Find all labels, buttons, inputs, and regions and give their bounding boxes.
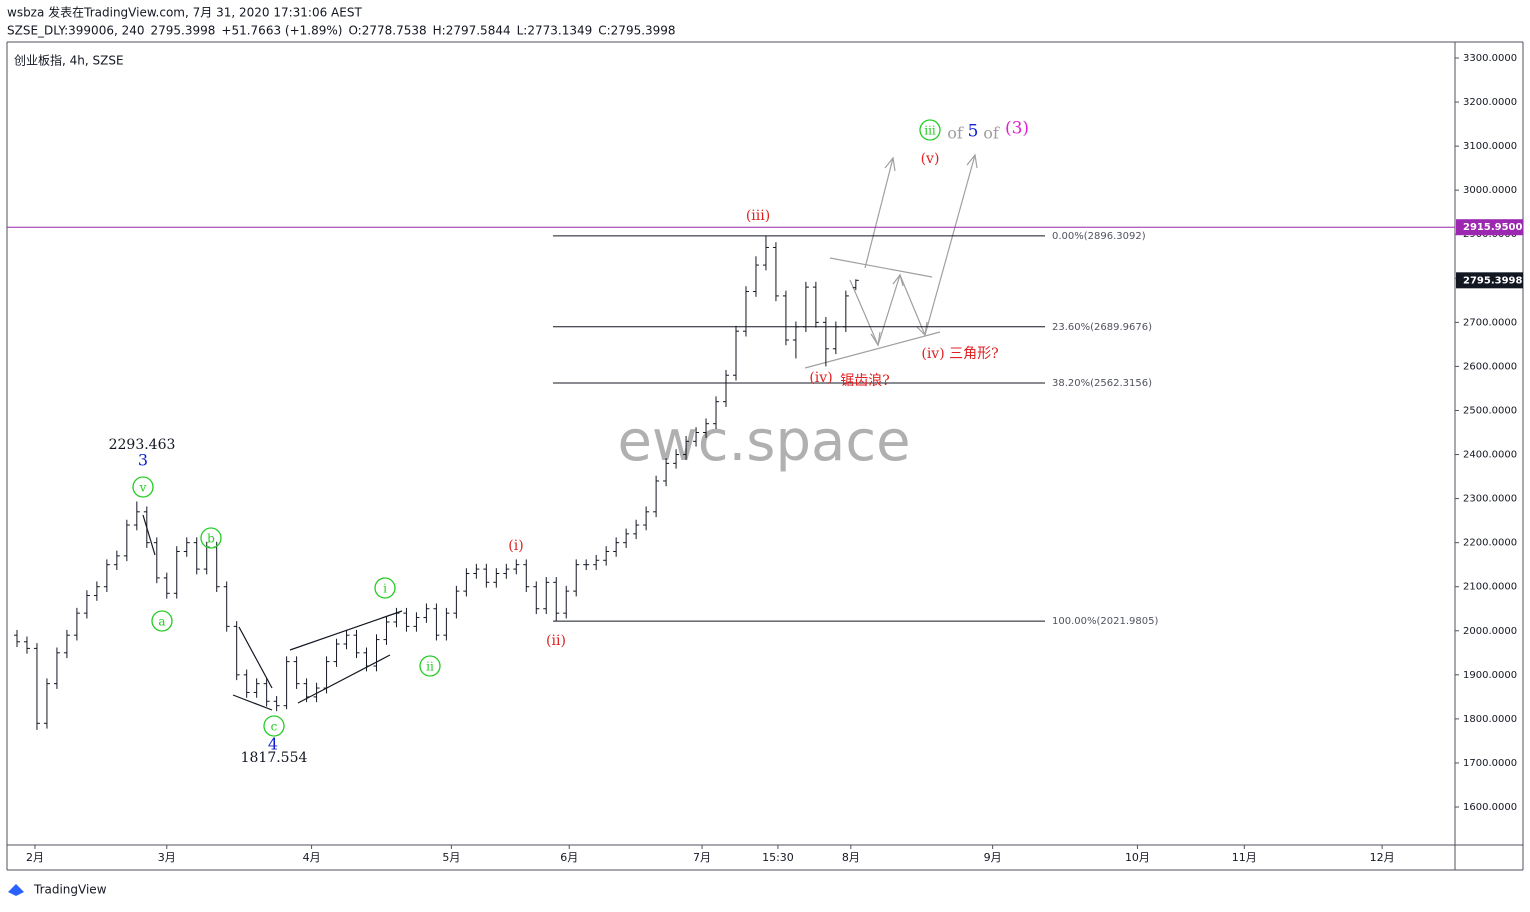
frame — [6, 41, 1524, 871]
watermark: ewc.space — [617, 409, 910, 474]
fib-label: 100.00%(2021.9805) — [1052, 616, 1158, 627]
x-tick-label: 10月 — [1125, 851, 1150, 864]
wave-label: (iii) — [746, 208, 770, 224]
y-tick-label: 2500.0000 — [1463, 405, 1517, 416]
header-item: +51.7663 (+1.89%) — [221, 24, 342, 38]
wave-label: (ii) — [546, 633, 566, 649]
wave-label: c — [271, 720, 278, 734]
x-tick-label: 7月 — [693, 851, 711, 864]
wave-label: of — [983, 124, 1000, 143]
wave-label: 锯齿浪? — [840, 373, 890, 389]
y-tick-label: 3100.0000 — [1463, 141, 1517, 152]
legend: 创业板指, 4h, SZSE — [14, 53, 124, 68]
x-tick-label: 2月 — [26, 851, 44, 864]
wave-circle — [151, 610, 173, 632]
wave-circle — [419, 655, 441, 677]
y-tick-label: 1900.0000 — [1463, 670, 1517, 681]
x-tick-label: 15:30 — [762, 851, 794, 864]
wave-label: v — [139, 481, 147, 495]
wave-label: iii — [924, 124, 936, 138]
x-tick-label: 8月 — [842, 851, 860, 864]
wave-label: 2293.463 — [109, 437, 176, 453]
price-tag-label: 2915.9500 — [1463, 222, 1523, 233]
drawings — [142, 153, 978, 711]
x-tick-label: 11月 — [1232, 851, 1257, 864]
x-tick-label: 6月 — [560, 851, 578, 864]
wave-label: (iv) — [809, 370, 832, 386]
wave-label: 5 — [968, 122, 979, 142]
y-tick-label: 2200.0000 — [1463, 538, 1517, 549]
last-price-label: 2795.3998 — [1463, 275, 1523, 286]
fib-label: 38.20%(2562.3156) — [1052, 378, 1152, 389]
last-price-tag — [1456, 272, 1523, 289]
wave-circle — [132, 476, 154, 498]
wave-label: 4 — [268, 735, 278, 754]
wave-label: ii — [426, 660, 434, 674]
wave-label: (i) — [508, 538, 523, 554]
header-item: SZSE_DLY:399006, 240 — [7, 24, 145, 38]
header-item: L: — [517, 24, 528, 38]
fib-label: 23.60%(2689.9676) — [1052, 322, 1152, 333]
wave-circle — [263, 715, 285, 737]
wave-circle — [374, 577, 396, 599]
wave-label: (iv) 三角形? — [921, 346, 998, 362]
wave-label: a — [158, 615, 165, 629]
y-tick-label: 1600.0000 — [1463, 802, 1517, 813]
wave-label: i — [383, 582, 387, 596]
wave-label: 3 — [138, 451, 148, 470]
y-tick-label: 3300.0000 — [1463, 53, 1517, 64]
header-item: 2778.7538 — [362, 24, 427, 38]
header-item: 2795.3998 — [151, 24, 216, 38]
footer: TradingView — [33, 883, 107, 897]
wave-label: (v) — [921, 151, 940, 167]
y-tick-label: 2300.0000 — [1463, 494, 1517, 505]
header-line: wsbza 发表在TradingView.com, 7月 31, 2020 17… — [7, 5, 362, 20]
y-tick-label: 2400.0000 — [1463, 450, 1517, 461]
header-item: 2773.1349 — [527, 24, 592, 38]
x-tick-label: 5月 — [442, 851, 460, 864]
wave-label: b — [207, 532, 215, 546]
y-tick-label: 1800.0000 — [1463, 714, 1517, 725]
y-tick-label: 2600.0000 — [1463, 361, 1517, 372]
x-tick-label: 3月 — [158, 851, 176, 864]
y-tick-label: 3200.0000 — [1463, 97, 1517, 108]
tv-logo — [8, 884, 24, 896]
x-tick-label: 9月 — [984, 851, 1002, 864]
y-tick-label: 3000.0000 — [1463, 185, 1517, 196]
x-tick-label: 4月 — [303, 851, 321, 864]
header-item: 2795.3998 — [611, 24, 676, 38]
y-tick-label: 1700.0000 — [1463, 758, 1517, 769]
header-item: 2797.5844 — [446, 24, 511, 38]
fib-label: 0.00%(2896.3092) — [1052, 231, 1146, 242]
wave-label: 1817.554 — [241, 750, 308, 766]
y-tick-label: 2000.0000 — [1463, 626, 1517, 637]
wave-circle — [200, 527, 222, 549]
y-tick-label: 2700.0000 — [1463, 317, 1517, 328]
wave-label: of — [947, 124, 964, 143]
x-tick-label: 12月 — [1370, 851, 1395, 864]
header-item: H: — [433, 24, 446, 38]
header-item: O: — [348, 24, 361, 38]
wave-label: (3) — [1005, 119, 1029, 139]
y-tick-label: 2100.0000 — [1463, 582, 1517, 593]
wave-circle — [919, 119, 941, 141]
header-item: C: — [598, 24, 610, 38]
price-tag — [1456, 219, 1523, 236]
